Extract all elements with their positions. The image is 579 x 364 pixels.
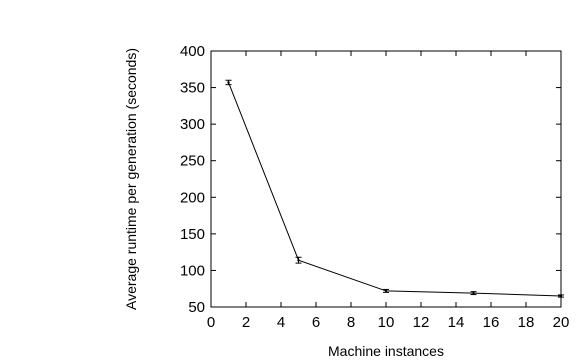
y-tick-label: 250 <box>180 153 205 170</box>
data-point <box>297 258 300 262</box>
series-layer <box>225 79 564 298</box>
x-tick-label: 10 <box>378 314 395 331</box>
y-tick-label: 200 <box>180 189 205 206</box>
x-tick-label: 16 <box>483 314 500 331</box>
plot-area-frame <box>210 50 562 308</box>
y-tick-label: 300 <box>180 116 205 133</box>
x-axis: 0 2 4 6 8 10 12 14 16 18 20 <box>207 51 570 331</box>
series-line <box>228 82 562 297</box>
x-axis-label: Machine instances <box>328 343 444 359</box>
data-point <box>384 289 388 293</box>
x-tick-label: 6 <box>312 314 320 331</box>
x-tick-label: 0 <box>207 314 215 331</box>
x-tick-label: 2 <box>242 314 250 331</box>
y-tick-label: 400 <box>180 43 205 60</box>
x-tick-label: 8 <box>347 314 355 331</box>
x-tick-label: 4 <box>277 314 285 331</box>
y-axis-label: Average runtime per generation (seconds) <box>123 48 139 310</box>
y-axis: 50 100 150 200 250 300 350 400 <box>180 43 561 316</box>
data-point <box>559 294 563 298</box>
x-tick-label: 12 <box>413 314 430 331</box>
x-tick-label: 20 <box>553 314 570 331</box>
x-tick-label: 18 <box>518 314 535 331</box>
data-point <box>227 81 230 84</box>
data-point <box>472 291 475 295</box>
y-tick-label: 350 <box>180 80 205 97</box>
y-tick-label: 100 <box>180 262 205 279</box>
y-tick-label: 150 <box>180 226 205 243</box>
x-tick-label: 14 <box>448 314 465 331</box>
y-tick-label: 50 <box>188 299 205 316</box>
